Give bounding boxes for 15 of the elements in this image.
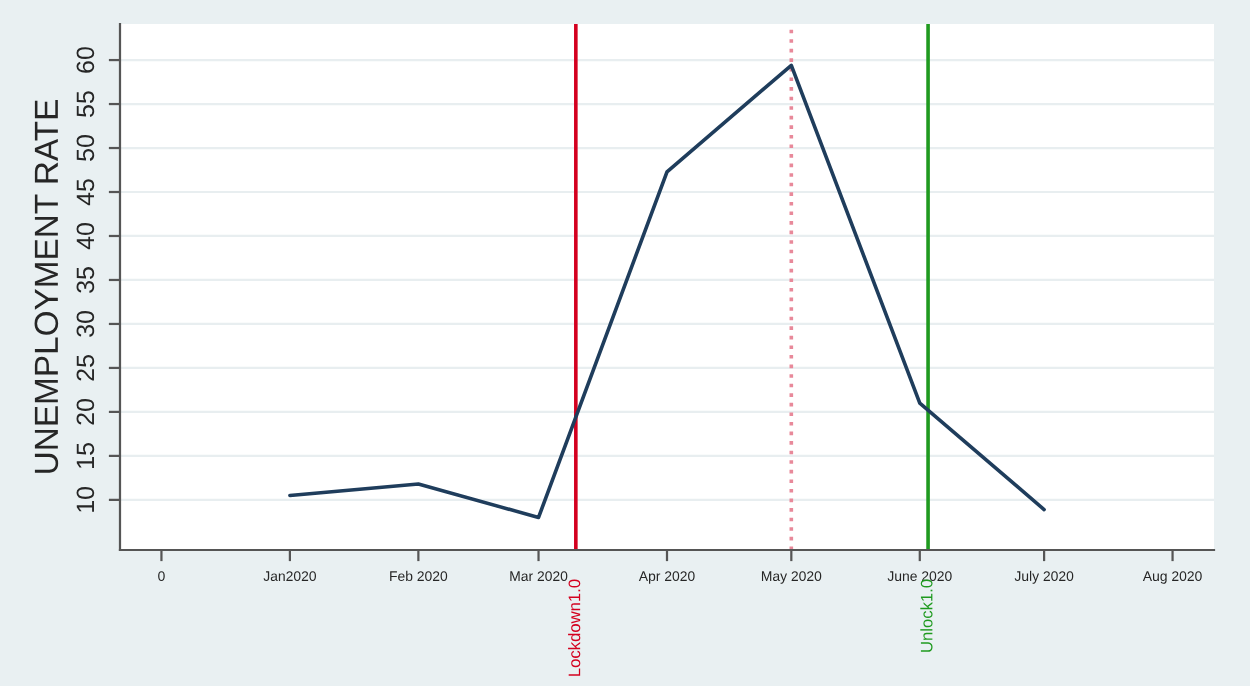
y-tick-label: 55 bbox=[76, 91, 95, 117]
ref-line-label: Lockdown1.0 bbox=[568, 579, 581, 676]
y-tick-label: 35 bbox=[76, 267, 95, 293]
y-tick-label: 20 bbox=[76, 398, 95, 425]
y-tick-label: 15 bbox=[76, 443, 95, 468]
y-axis-title: UNEMPLOYMENT RATE bbox=[34, 100, 59, 473]
y-tick-label: 10 bbox=[76, 486, 95, 512]
y-tick-label: 50 bbox=[76, 135, 95, 161]
y-tick-label: 40 bbox=[76, 223, 95, 250]
line-series bbox=[288, 63, 1046, 520]
ref-line-label: Unlock1.0 bbox=[920, 579, 933, 652]
y-tick-label: 60 bbox=[76, 47, 95, 73]
y-tick-label: 30 bbox=[76, 311, 95, 337]
y-tick-label: 45 bbox=[76, 179, 95, 206]
y-tick-label: 25 bbox=[76, 355, 95, 381]
